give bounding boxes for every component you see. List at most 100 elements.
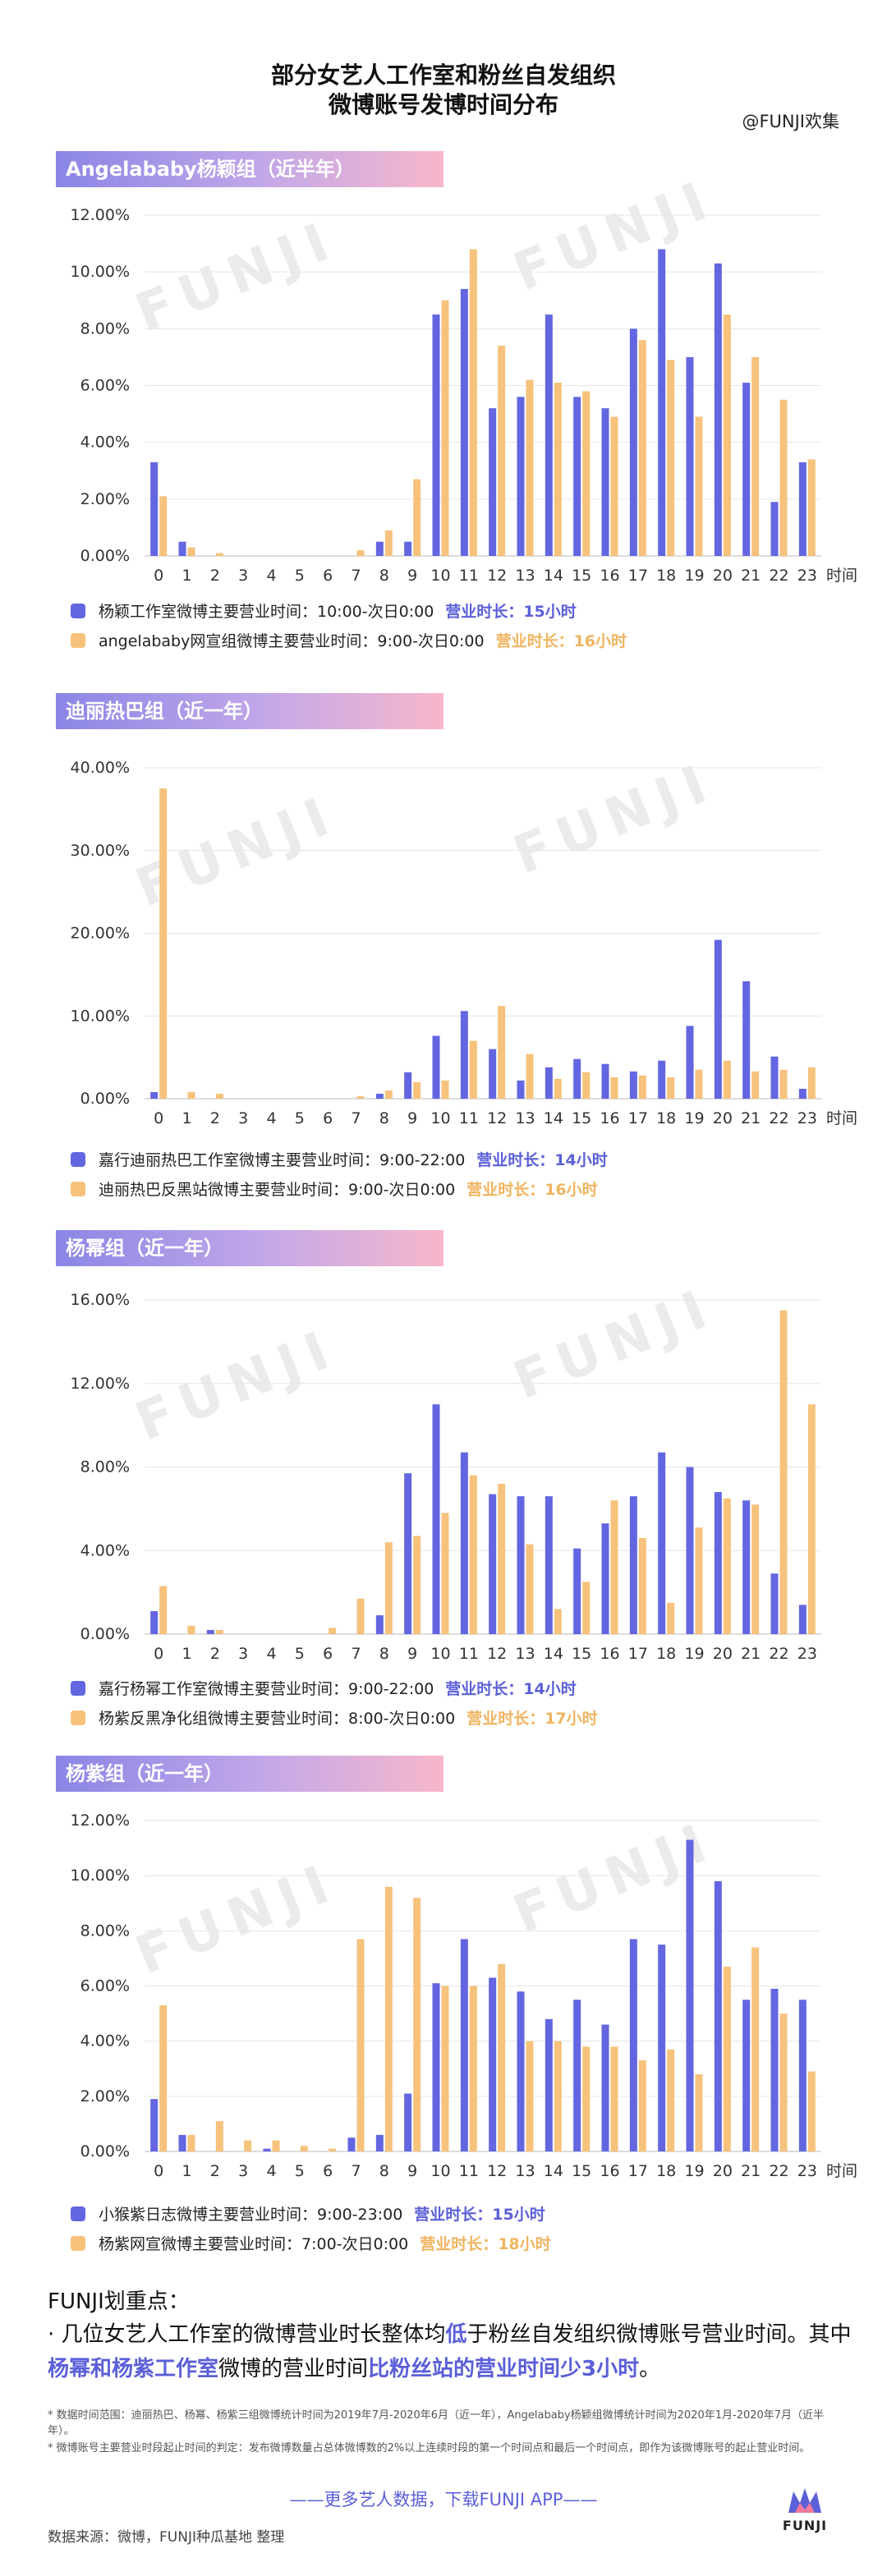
legend-item-fan: 迪丽热巴反黑站微博主要营业时间：9:00-次日0:00 营业时长：16小时: [71, 1178, 598, 1202]
bar-fan: [413, 1081, 421, 1099]
y-tick-label: 2.00%: [80, 2087, 130, 2105]
bar-fan: [582, 1582, 591, 1634]
x-tick-label: 18: [656, 1645, 676, 1663]
bar-fan: [498, 346, 506, 556]
download-app-link[interactable]: ——更多艺人数据，下载FUNJI APP——: [289, 2490, 598, 2509]
legend-label: 杨颖工作室微博主要营业时间：10:00-次日0:00: [99, 603, 434, 621]
bar-studio: [517, 1991, 525, 2151]
bar-fan: [215, 553, 223, 556]
x-tick-label: 4: [266, 1109, 276, 1127]
x-tick-label: 23: [797, 1645, 817, 1663]
bar-studio: [347, 2137, 356, 2151]
bar-fan: [554, 383, 562, 556]
bar-studio: [742, 2000, 751, 2151]
bar-fan: [779, 399, 788, 556]
x-tick-label: 1: [182, 1109, 191, 1127]
bar-studio: [489, 1494, 497, 1634]
bar-studio: [460, 1939, 468, 2151]
bar-fan: [807, 1404, 816, 1634]
bar-fan: [469, 1986, 477, 2151]
bar-studio: [601, 408, 609, 556]
x-tick-label: 22: [769, 567, 788, 585]
keypoints-heading: FUNJI划重点：: [48, 2289, 190, 2314]
bar-fan: [582, 1072, 591, 1099]
x-tick-label: 1: [182, 567, 191, 585]
legend-duration: 营业时长：18小时: [420, 2235, 551, 2253]
x-tick-label: 15: [572, 2162, 591, 2180]
x-tick-label: 2: [210, 1109, 220, 1127]
bar-studio: [714, 1880, 722, 2151]
x-tick-label: 15: [572, 1109, 591, 1127]
x-tick-label: 4: [266, 567, 276, 585]
bar-fan: [638, 1537, 646, 1634]
bar-fan: [582, 391, 591, 556]
keypoints-text: 于粉丝自发组织微博账号营业时间。其中: [466, 2322, 852, 2347]
bar-studio: [798, 1605, 807, 1634]
x-tick-label: 10: [430, 1645, 450, 1663]
bar-studio: [798, 461, 807, 556]
bar-studio: [742, 383, 751, 556]
bar-studio: [404, 1473, 412, 1634]
credit: @FUNJI欢集: [742, 112, 839, 131]
legend-label: 嘉行杨幂工作室微博主要营业时间：9:00-22:00: [99, 1680, 434, 1698]
legend-item-fan: 杨紫网宣微博主要营业时间：7:00-次日0:00 营业时长：18小时: [71, 2232, 551, 2257]
x-tick-label: 10: [430, 2162, 450, 2180]
bar-studio: [375, 2134, 384, 2151]
y-tick-label: 4.00%: [80, 1541, 130, 1559]
bar-studio: [404, 2093, 412, 2151]
x-tick-label: 14: [544, 567, 563, 585]
legend-item-studio: 嘉行杨幂工作室微博主要营业时间：9:00-22:00 营业时长：14小时: [71, 1677, 577, 1701]
bar-fan: [159, 496, 168, 556]
bar-studio: [770, 1056, 779, 1099]
bar-fan: [413, 479, 421, 556]
legend-duration: 营业时长：16小时: [466, 1181, 598, 1199]
x-tick-label: 21: [741, 2162, 761, 2180]
bar-fan: [554, 1078, 562, 1099]
bar-studio: [573, 397, 581, 556]
legend-item-studio: 小猴紫日志微博主要营业时间：9:00-23:00 营业时长：15小时: [71, 2202, 545, 2227]
bar-fan: [300, 2146, 308, 2151]
bar-fan: [469, 249, 477, 556]
x-tick-label: 18: [656, 567, 676, 585]
y-tick-label: 20.00%: [71, 925, 130, 943]
legend-swatch: [71, 1181, 85, 1196]
bar-chart: 0.00%10.00%20.00%30.00%40.00%0 1 2 3 4 5 6 7 8 9 1…: [71, 759, 857, 1127]
bar-studio: [375, 1093, 384, 1099]
bar-studio: [601, 1523, 609, 1634]
x-tick-label: 13: [515, 567, 535, 585]
bar-fan: [610, 1500, 618, 1634]
x-axis-label: 时间: [826, 2162, 857, 2180]
keypoints-text: 微博的营业时间: [218, 2357, 369, 2381]
bar-studio: [714, 1492, 722, 1634]
y-tick-label: 0.00%: [80, 1090, 130, 1108]
bar-fan: [384, 1886, 393, 2151]
bar-studio: [742, 1500, 751, 1634]
x-tick-label: 0: [154, 2162, 163, 2180]
bar-studio: [460, 288, 468, 556]
funji-logo: FUNJI: [780, 2486, 830, 2533]
footnote: * 微博账号主要营业时段起止时间的判定：发布微博数量占总体微博数的2%以上连续时…: [48, 2442, 811, 2454]
x-tick-label: 10: [430, 567, 450, 585]
legend-swatch: [71, 603, 85, 618]
bar-fan: [441, 1080, 449, 1099]
x-tick-label: 13: [515, 1645, 535, 1663]
legend-duration: 营业时长：14小时: [445, 1680, 577, 1698]
bar-fan: [582, 2046, 591, 2151]
x-tick-label: 9: [407, 1109, 417, 1127]
bar-studio: [798, 2000, 807, 2151]
x-tick-label: 14: [544, 1645, 563, 1663]
bar-studio: [517, 1080, 525, 1099]
bar-studio: [178, 541, 186, 556]
section-band: [56, 151, 444, 187]
y-tick-label: 8.00%: [80, 319, 130, 337]
x-tick-label: 12: [487, 2162, 507, 2180]
x-tick-label: 2: [210, 567, 220, 585]
x-tick-label: 9: [407, 1645, 417, 1663]
legend-duration: 营业时长：15小时: [445, 603, 577, 621]
x-tick-label: 20: [713, 1109, 733, 1127]
x-tick-label: 21: [741, 567, 761, 585]
bar-fan: [413, 1536, 421, 1634]
bar-fan: [215, 1093, 223, 1099]
bar-fan: [384, 530, 393, 556]
bar-fan: [695, 1527, 703, 1634]
